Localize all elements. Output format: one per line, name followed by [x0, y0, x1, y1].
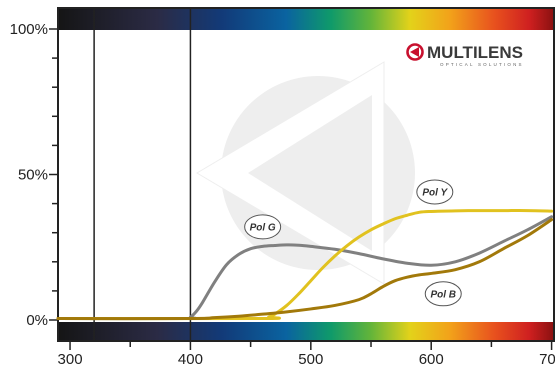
x-tick-label: 300 — [58, 351, 83, 368]
x-tick-label: 400 — [178, 351, 203, 368]
series-label-bubble — [244, 214, 282, 240]
spectrum-bar-bottom — [58, 322, 554, 341]
y-tick-label: 100% — [10, 21, 48, 38]
vertical-markers — [93, 8, 192, 341]
logo-mark-arrow-icon — [410, 47, 419, 57]
series-line-pol-b — [56, 218, 554, 321]
brand-name: MULTILENS — [427, 43, 523, 62]
x-axis: 300 400 500 600 700 — [58, 341, 555, 368]
series-labels: Pol G Pol Y Pol B — [244, 179, 462, 307]
series-label-pol-g: Pol G — [250, 222, 276, 233]
brand-tagline: OPTICAL SOLUTIONS — [440, 62, 524, 67]
series-label-bubble — [416, 179, 454, 205]
brand-logo: MULTILENS OPTICAL SOLUTIONS — [406, 43, 524, 67]
series-label-pol-y: Pol Y — [422, 187, 448, 198]
x-tick-label: 700 — [539, 351, 555, 368]
series-label-bubble — [424, 281, 462, 307]
watermark-logo — [196, 61, 415, 285]
x-tick-label: 600 — [419, 351, 444, 368]
logo-mark-icon — [406, 43, 424, 61]
x-tick-label: 500 — [298, 351, 323, 368]
watermark-inner-triangle — [248, 95, 372, 251]
y-axis: 0% 50% 100% — [10, 21, 58, 329]
spectrum-bar-top — [58, 8, 554, 30]
series-line-pol-g — [56, 215, 554, 321]
series-lines — [56, 209, 554, 321]
y-tick-label: 50% — [18, 167, 48, 184]
series-label-pol-b: Pol B — [430, 289, 456, 300]
y-tick-label: 0% — [26, 312, 48, 329]
